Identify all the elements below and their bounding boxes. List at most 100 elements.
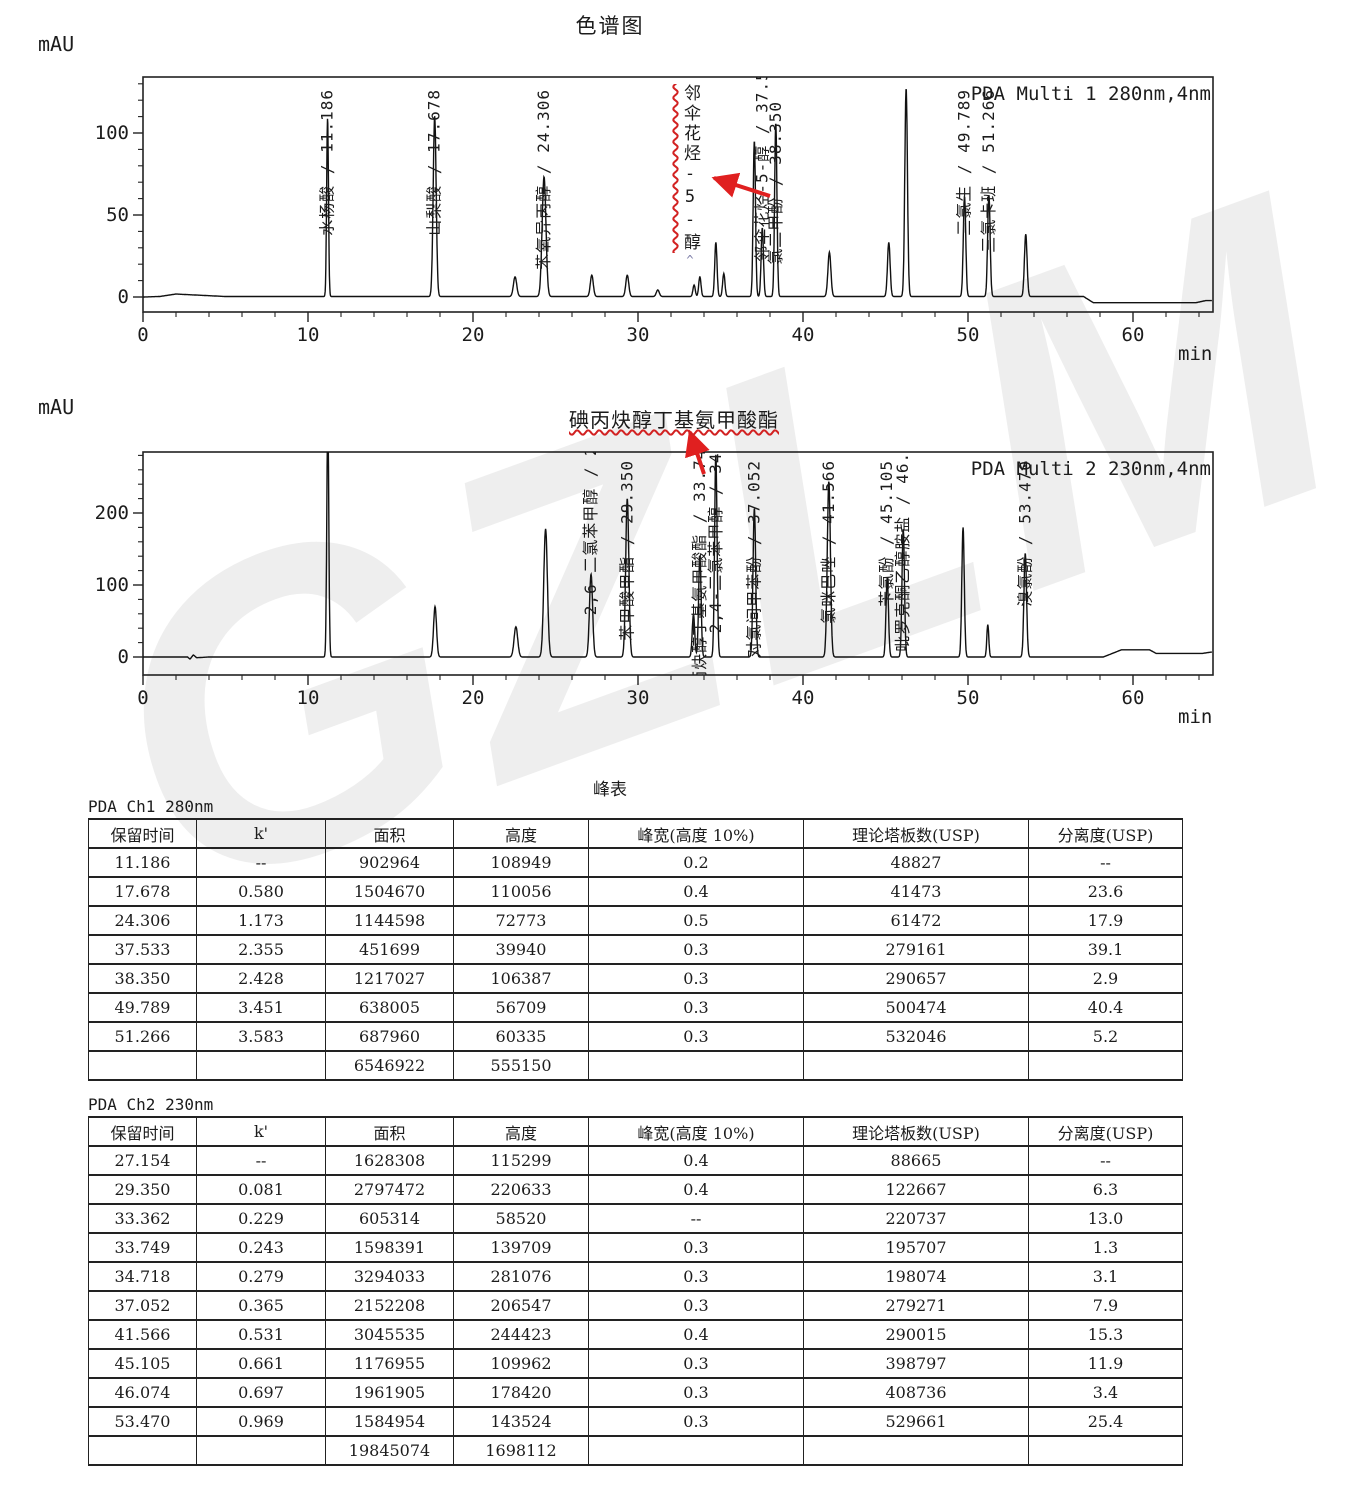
table-cell: -- xyxy=(1028,1145,1183,1176)
table-cell: 48827 xyxy=(803,847,1029,878)
peak-label: 氯咪巴唑 / 41.566 xyxy=(819,460,838,624)
y-axis-tick-label: 50 xyxy=(106,204,129,226)
peak-label: 碘丙炔醇丁基氨甲酸酯 / 33.749 xyxy=(690,438,709,704)
x-axis-tick-label: 30 xyxy=(627,324,650,346)
page-title: 色谱图 xyxy=(575,14,645,38)
table-cell: 532046 xyxy=(803,1021,1029,1052)
column-header: 分离度(USP) xyxy=(1028,818,1183,849)
peak-table-ch2: 保留时间 k' 面积 高度 峰宽(高度 10%) 理论塔板数(USP) 分离度(USP) 27… xyxy=(88,1116,1183,1466)
table-cell: 49.789 xyxy=(88,992,197,1023)
column-header: k' xyxy=(196,1116,326,1147)
table-cell: 290657 xyxy=(803,963,1029,994)
table-cell: 281076 xyxy=(453,1261,589,1292)
table-cell: 45.105 xyxy=(88,1348,197,1379)
x-axis-tick-label: 40 xyxy=(792,324,815,346)
table-cell: 13.0 xyxy=(1028,1203,1183,1234)
table-cell: 220737 xyxy=(803,1203,1029,1234)
table-row: 24.306 1.173 1144598 72773 0.5 61472 17.9 xyxy=(88,905,1183,936)
table-cell xyxy=(1028,1050,1183,1081)
table-row: 49.789 3.451 638005 56709 0.3 500474 40.4 xyxy=(88,992,1183,1023)
x-axis-unit: min xyxy=(1178,343,1212,365)
table-cell: 1144598 xyxy=(325,905,454,936)
table-cell: 122667 xyxy=(803,1174,1029,1205)
table-cell xyxy=(88,1050,197,1081)
table-cell: 0.4 xyxy=(588,1319,804,1350)
table-cell xyxy=(803,1435,1029,1466)
peak-label: 山梨酸 / 17.678 xyxy=(425,89,444,236)
table-cell: 1217027 xyxy=(325,963,454,994)
peak-label: 氯二甲酚 / 38.350 xyxy=(766,101,785,265)
x-axis-tick-label: 20 xyxy=(462,687,485,709)
x-axis-tick-label: 60 xyxy=(1122,687,1145,709)
table-row: 17.678 0.580 1504670 110056 0.4 41473 23.6 xyxy=(88,876,1183,907)
table2-title: PDA Ch2 230nm xyxy=(88,1095,214,1114)
y-axis-tick-label: 200 xyxy=(95,502,129,524)
table-cell: 3.4 xyxy=(1028,1377,1183,1408)
table-cell: 3.583 xyxy=(196,1021,326,1052)
channel-title: PDA Multi 2 230nm,4nm xyxy=(971,458,1211,480)
column-header: 分离度(USP) xyxy=(1028,1116,1183,1147)
column-header: k' xyxy=(196,818,326,849)
table-cell: 0.661 xyxy=(196,1348,326,1379)
table-cell: 115299 xyxy=(453,1145,589,1176)
y-axis-tick-label: 100 xyxy=(95,574,129,596)
table-cell: 555150 xyxy=(453,1050,589,1081)
x-axis-tick-label: 10 xyxy=(297,687,320,709)
table-cell: 110056 xyxy=(453,876,589,907)
chromatogram-trace xyxy=(143,452,1213,660)
column-header: 高度 xyxy=(453,1116,589,1147)
chart1-y-axis-unit: mAU xyxy=(38,32,75,56)
table-cell: 290015 xyxy=(803,1319,1029,1350)
column-header: 峰宽(高度 10%) xyxy=(588,1116,804,1147)
peak-label: 2,4-二氯苯甲醇 / 34.718 xyxy=(706,410,725,633)
x-axis-tick-label: 50 xyxy=(957,324,980,346)
table-cell: 0.229 xyxy=(196,1203,326,1234)
table-cell: 0.969 xyxy=(196,1406,326,1437)
column-header: 高度 xyxy=(453,818,589,849)
table-cell: 0.4 xyxy=(588,1145,804,1176)
table-cell: 1504670 xyxy=(325,876,454,907)
table-row: 37.533 2.355 451699 39940 0.3 279161 39.1 xyxy=(88,934,1183,965)
table-cell xyxy=(588,1050,804,1081)
table-cell: 34.718 xyxy=(88,1261,197,1292)
table-cell: 7.9 xyxy=(1028,1290,1183,1321)
x-axis-tick-label: 50 xyxy=(957,687,980,709)
chart-1: 0 10 20 30 40 50 60 min 0 50 100 水杨酸 / 11.186 山梨酸 / … xyxy=(95,49,1214,365)
table-cell: 195707 xyxy=(803,1232,1029,1263)
table-cell: 58520 xyxy=(453,1203,589,1234)
table-cell: 2152208 xyxy=(325,1290,454,1321)
x-axis-tick-label: 0 xyxy=(137,324,148,346)
peak-label: 邻伞花烃-5-醇 / 37.533 xyxy=(752,49,771,262)
table-cell: 60335 xyxy=(453,1021,589,1052)
table-cell: 6.3 xyxy=(1028,1174,1183,1205)
peak-label: 三氯卡班 / 51.266 xyxy=(979,89,998,253)
peak-label: 苯氧异丙醇 / 24.306 xyxy=(534,89,553,270)
table-cell: 2.428 xyxy=(196,963,326,994)
table-cell: 451699 xyxy=(325,934,454,965)
table-cell: 220633 xyxy=(453,1174,589,1205)
peak-label: 吡罗克酮乙醇胺盐 / 46.074 xyxy=(893,420,912,652)
table-cell: 3.1 xyxy=(1028,1261,1183,1292)
x-axis-tick-label: 30 xyxy=(627,687,650,709)
table-cell: 1.3 xyxy=(1028,1232,1183,1263)
channel-title: PDA Multi 1 280nm,4nm xyxy=(971,83,1211,105)
table-cell: 500474 xyxy=(803,992,1029,1023)
table-cell: 605314 xyxy=(325,1203,454,1234)
table-cell: 109962 xyxy=(453,1348,589,1379)
peak-label: 苯甲酸甲酯 / 29.350 xyxy=(617,460,636,641)
plot-frame xyxy=(142,76,1214,313)
peak-table-title: 峰表 xyxy=(593,780,627,800)
column-header: 面积 xyxy=(325,1116,454,1147)
table-cell: 1628308 xyxy=(325,1145,454,1176)
table-cell: 1598391 xyxy=(325,1232,454,1263)
table-header-row: 保留时间 k' 面积 高度 峰宽(高度 10%) 理论塔板数(USP) 分离度(USP) xyxy=(88,1116,1183,1147)
table-cell: -- xyxy=(196,847,326,878)
table-cell: 6546922 xyxy=(325,1050,454,1081)
table-cell: 0.580 xyxy=(196,876,326,907)
table-row: 33.362 0.229 605314 58520 -- 220737 13.0 xyxy=(88,1203,1183,1234)
correction-arrow xyxy=(711,172,771,198)
table-cell: 39.1 xyxy=(1028,934,1183,965)
peak-table-ch1: 保留时间 k' 面积 高度 峰宽(高度 10%) 理论塔板数(USP) 分离度(USP) 11… xyxy=(88,818,1183,1081)
table-cell: 11.9 xyxy=(1028,1348,1183,1379)
